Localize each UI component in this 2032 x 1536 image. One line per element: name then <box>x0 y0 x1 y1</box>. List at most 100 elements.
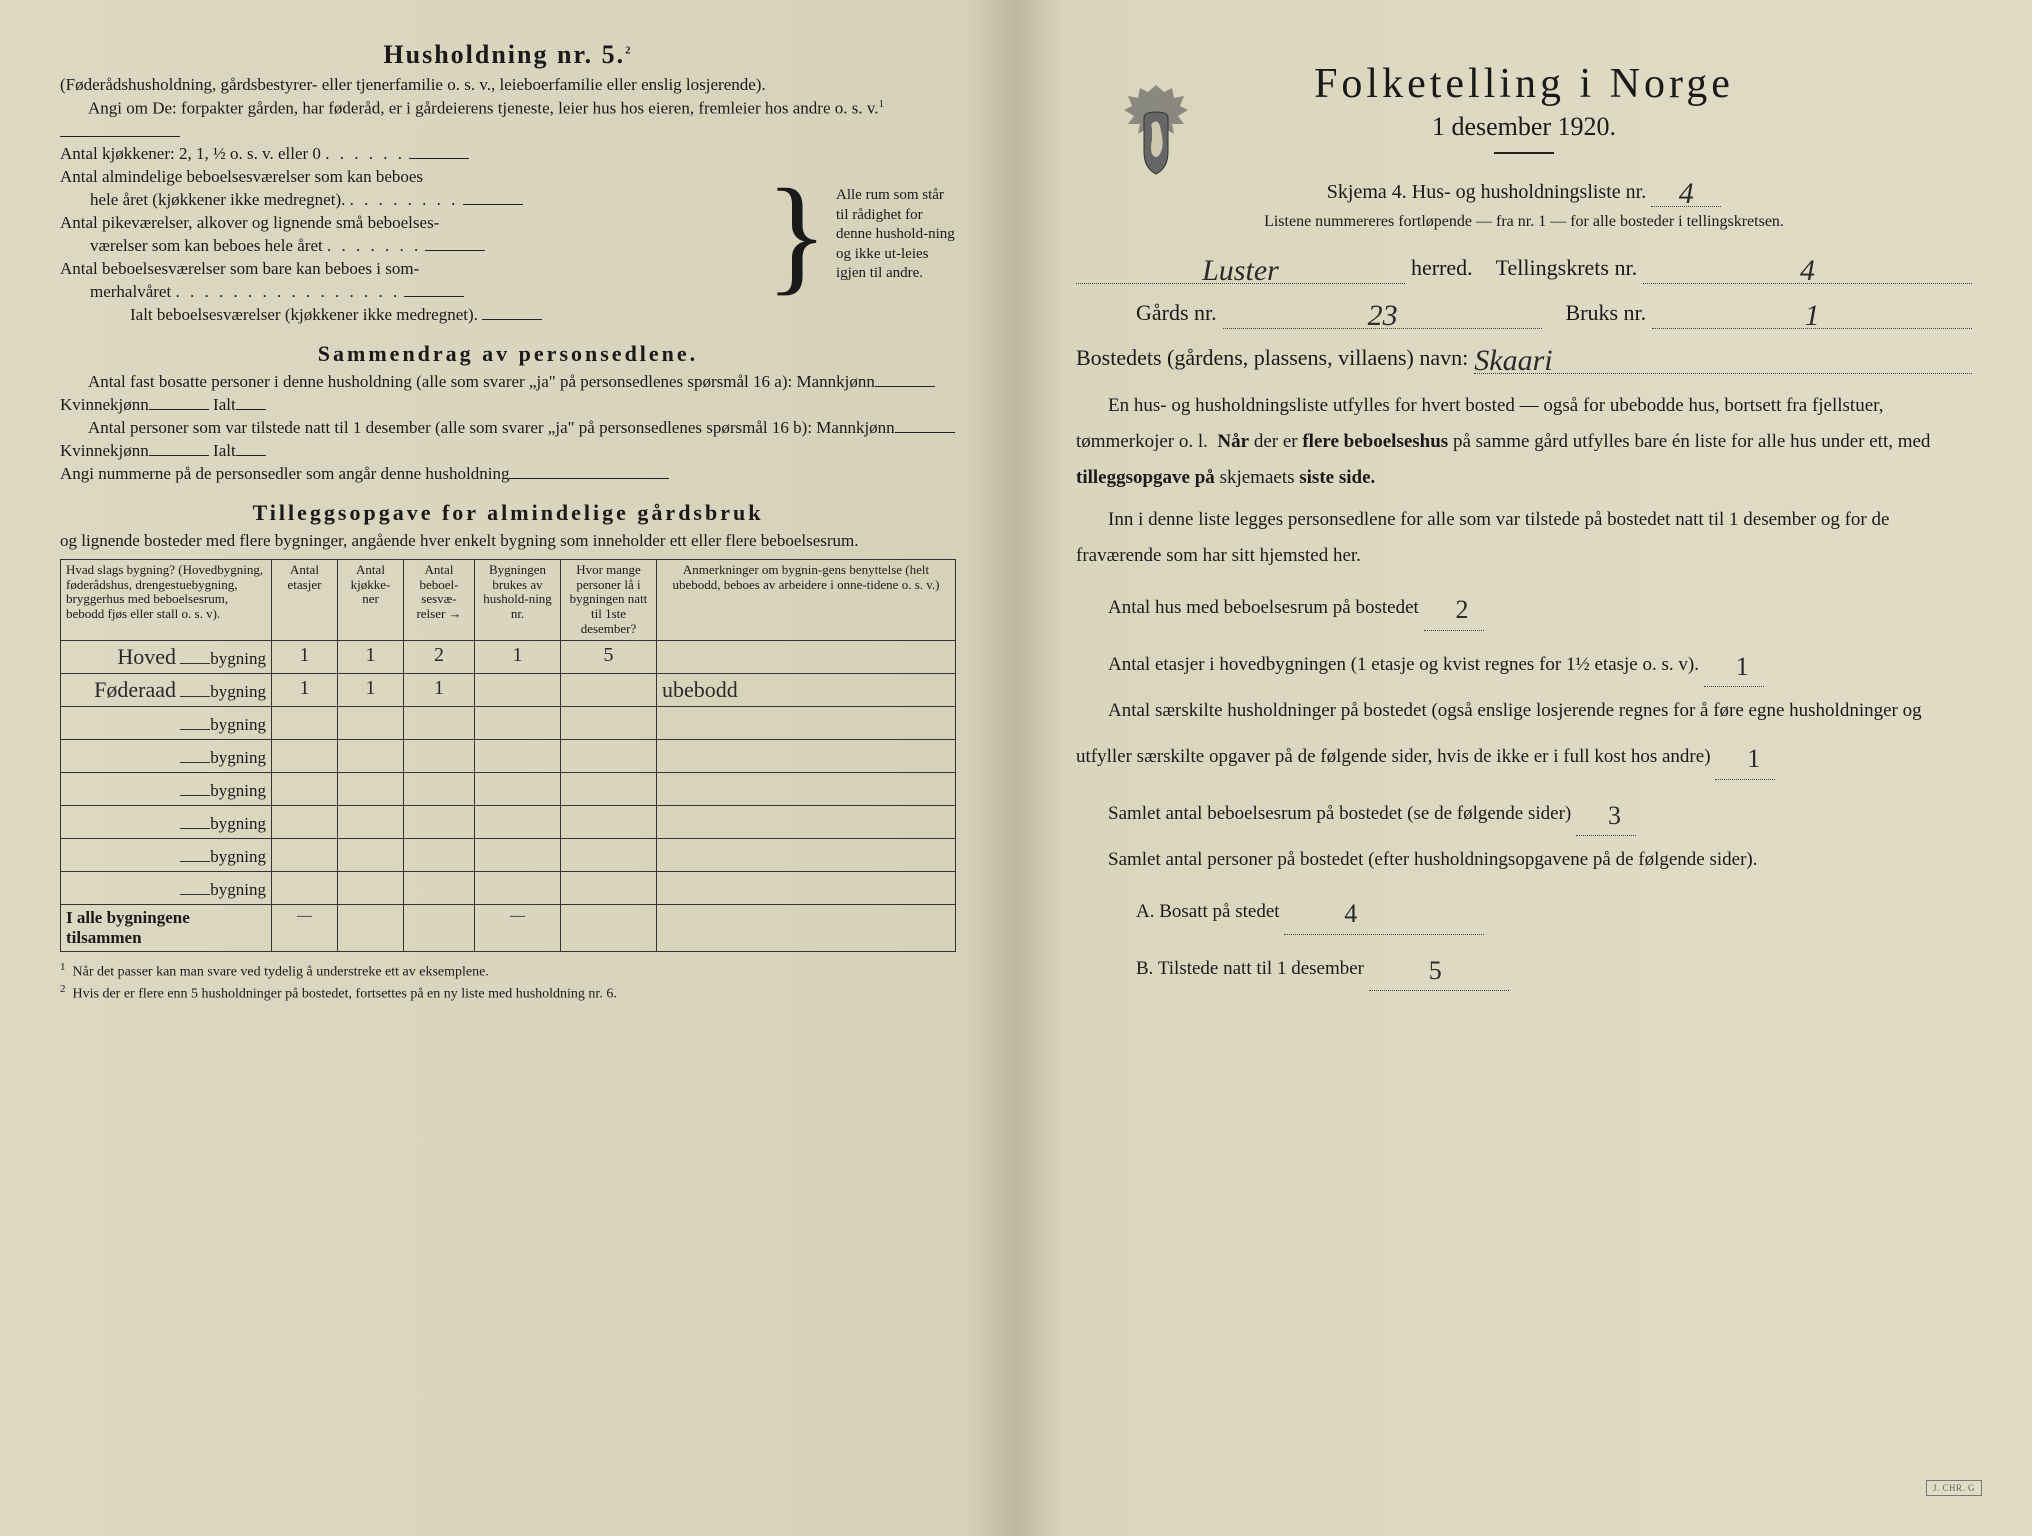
q5a: A. Bosatt på stedet 4 <box>1076 884 1972 934</box>
q1-value: 2 <box>1456 595 1469 624</box>
table-row: bygning <box>61 872 956 905</box>
col-brukes: Bygningen brukes av hushold-ning nr. <box>475 559 561 641</box>
buildings-table: Hvad slags bygning? (Hovedbygning, føder… <box>60 559 956 953</box>
table-cell <box>657 773 956 806</box>
table-cell <box>561 839 657 872</box>
herred-value: Luster <box>1202 254 1279 287</box>
q5: Samlet antal personer på bostedet (efter… <box>1076 842 1972 878</box>
gards-line: Gårds nr. 23 Bruks nr. 1 <box>1076 294 1972 329</box>
bruks-value: 1 <box>1805 299 1820 332</box>
table-cell <box>561 773 657 806</box>
schema-line: Skjema 4. Hus- og husholdningsliste nr. … <box>1076 172 1972 207</box>
right-page: Folketelling i Norge 1 desember 1920. Sk… <box>1016 0 2032 1536</box>
table-row: bygning <box>61 839 956 872</box>
table-cell <box>475 839 561 872</box>
table-cell <box>272 839 338 872</box>
table-cell <box>338 806 404 839</box>
q1: Antal hus med beboelsesrum på bostedet 2 <box>1076 580 1972 630</box>
q5b-value: 5 <box>1429 956 1442 985</box>
table-total-row: I alle bygningene tilsammen — — <box>61 905 956 952</box>
main-title: Folketelling i Norge <box>1076 60 1972 108</box>
table-cell <box>272 707 338 740</box>
table-cell <box>561 707 657 740</box>
table-cell <box>657 872 956 905</box>
divider <box>1494 152 1554 154</box>
total-c0: — <box>272 905 338 952</box>
table-cell <box>561 806 657 839</box>
total-label: I alle bygningene tilsammen <box>61 905 272 952</box>
rooms-1b: hele året (kjøkkener ikke medregnet). . … <box>60 189 758 212</box>
brace-icon: } <box>766 183 828 287</box>
q4: Samlet antal beboelsesrum på bostedet (s… <box>1076 786 1972 836</box>
para-2: Inn i denne liste legges personsedlene f… <box>1076 502 1972 574</box>
rooms-3b: merhalvåret . . . . . . . . . . . . . . … <box>60 281 758 304</box>
table-cell <box>475 773 561 806</box>
q5a-value: 4 <box>1344 899 1357 928</box>
table-cell <box>404 872 475 905</box>
q4-value: 3 <box>1608 801 1621 830</box>
table-row: bygning <box>61 773 956 806</box>
printer-stamp: J. CHR. G <box>1926 1480 1982 1496</box>
rooms-total: Ialt beboelsesværelser (kjøkkener ikke m… <box>60 304 758 327</box>
para-1: En hus- og husholdningsliste utfylles fo… <box>1076 388 1972 496</box>
table-cell <box>338 773 404 806</box>
kitchens-line: Antal kjøkkener: 2, 1, ½ o. s. v. eller … <box>60 143 758 166</box>
table-cell <box>338 707 404 740</box>
tillegg-heading: Tilleggsopgave for almindelige gårdsbruk <box>60 500 956 526</box>
footnote-2: Hvis der er flere enn 5 husholdninger på… <box>73 987 617 1002</box>
q3: Antal særskilte husholdninger på bostede… <box>1076 693 1972 779</box>
table-cell <box>338 740 404 773</box>
row-label: bygning <box>61 773 272 806</box>
brace-aside: Alle rum som står til rådighet for denne… <box>836 186 956 284</box>
table-cell <box>338 872 404 905</box>
intro-1: (Føderådshusholdning, gårdsbestyrer- ell… <box>60 74 956 97</box>
body-text: En hus- og husholdningsliste utfylles fo… <box>1076 388 1972 991</box>
listene-note: Listene nummereres fortløpende — fra nr.… <box>1076 213 1972 231</box>
row-label: bygning <box>61 707 272 740</box>
table-cell <box>338 839 404 872</box>
table-row: Hoved bygning11215 <box>61 641 956 674</box>
total-c2 <box>404 905 475 952</box>
table-cell <box>657 806 956 839</box>
table-cell: 5 <box>561 641 657 674</box>
row-label: bygning <box>61 839 272 872</box>
summary-3: Angi nummerne på de personsedler som ang… <box>60 463 956 486</box>
table-cell <box>404 707 475 740</box>
table-cell: 1 <box>338 641 404 674</box>
herred-line: Luster herred. Tellingskrets nr. 4 <box>1076 249 1972 284</box>
summary-1: Antal fast bosatte personer i denne hush… <box>60 371 956 417</box>
total-c5 <box>657 905 956 952</box>
table-cell <box>404 740 475 773</box>
total-c1 <box>338 905 404 952</box>
col-bygning: Hvad slags bygning? (Hovedbygning, føder… <box>61 559 272 641</box>
bosted-line: Bostedets (gårdens, plassens, villaens) … <box>1076 339 1972 374</box>
schema-value: 4 <box>1679 177 1694 210</box>
q2: Antal etasjer i hovedbygningen (1 etasje… <box>1076 637 1972 687</box>
col-etasjer: Antal etasjer <box>272 559 338 641</box>
table-cell <box>475 806 561 839</box>
col-beboelse: Antal beboel-sesvæ-relser → <box>404 559 475 641</box>
table-cell <box>272 740 338 773</box>
table-cell: 1 <box>272 674 338 707</box>
table-row: Føderaad bygning111ubebodd <box>61 674 956 707</box>
table-cell <box>475 740 561 773</box>
table-cell <box>475 707 561 740</box>
table-cell <box>272 773 338 806</box>
table-cell <box>475 872 561 905</box>
row-label: bygning <box>61 806 272 839</box>
table-cell <box>657 707 956 740</box>
main-subtitle: 1 desember 1920. <box>1076 112 1972 142</box>
table-cell <box>561 674 657 707</box>
table-header-row: Hvad slags bygning? (Hovedbygning, føder… <box>61 559 956 641</box>
tillegg-sub: og lignende bosteder med flere bygninger… <box>60 530 956 553</box>
table-cell <box>272 806 338 839</box>
table-row: bygning <box>61 707 956 740</box>
footnotes: 1 Når det passer kan man svare ved tydel… <box>60 960 956 1004</box>
q3-value: 1 <box>1747 744 1760 773</box>
table-cell: 2 <box>404 641 475 674</box>
coat-of-arms-icon <box>1116 80 1196 180</box>
table-cell <box>272 872 338 905</box>
total-c3: — <box>475 905 561 952</box>
intro-2: Angi om De: forpakter gården, har føderå… <box>60 97 956 144</box>
table-cell: ubebodd <box>657 674 956 707</box>
